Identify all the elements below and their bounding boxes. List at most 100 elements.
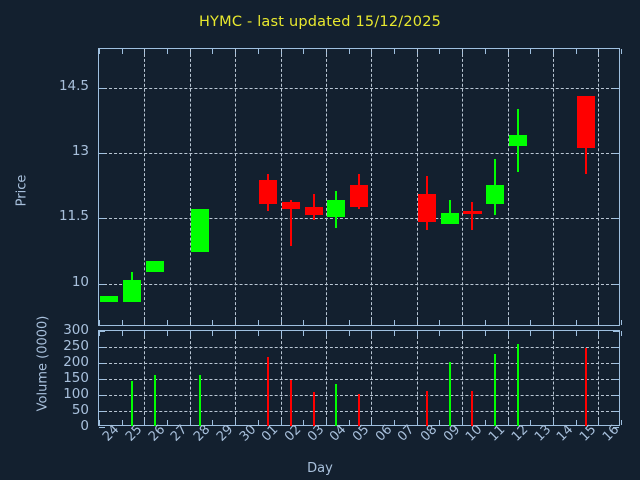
candle-body <box>100 295 119 303</box>
day-gridline <box>371 331 373 425</box>
price-x-tick-mark <box>462 49 464 54</box>
day-gridline <box>552 331 554 425</box>
volume-tick-mark <box>99 347 105 348</box>
volume-tick-label: 0 <box>80 418 89 434</box>
price-x-tick-mark <box>167 49 169 54</box>
price-gridline <box>99 153 619 155</box>
price-x-tick-mark <box>280 49 282 54</box>
candle-body <box>463 210 482 214</box>
price-x-tick-mark <box>530 49 532 54</box>
price-x-tick-mark <box>598 49 600 54</box>
price-gridline <box>99 88 619 90</box>
candle-body <box>304 206 323 216</box>
volume-x-tick-mark <box>462 420 464 425</box>
price-x-tick-mark <box>121 49 123 54</box>
price-x-tick-mark <box>189 49 191 54</box>
price-x-tick-mark <box>348 49 350 54</box>
price-x-tick-mark <box>575 320 577 325</box>
volume-x-tick-mark <box>280 420 282 425</box>
volume-x-tick-mark <box>348 331 350 336</box>
volume-tick-mark <box>99 379 105 380</box>
price-x-tick-mark <box>303 320 305 325</box>
volume-tick-mark <box>99 363 105 364</box>
volume-tick-label: 100 <box>63 386 89 402</box>
volume-x-tick-mark <box>144 420 146 425</box>
volume-x-tick-mark <box>99 420 100 425</box>
candle-body <box>145 260 164 272</box>
price-tick-mark <box>613 153 619 155</box>
volume-tick-mark <box>99 395 105 396</box>
volume-x-tick-mark <box>598 420 600 425</box>
price-x-tick-mark <box>484 49 486 54</box>
price-tick-mark <box>99 88 105 90</box>
volume-bar <box>335 384 338 426</box>
price-x-tick-mark <box>235 320 237 325</box>
price-x-tick-mark <box>189 320 191 325</box>
day-gridline <box>416 331 418 425</box>
volume-bar <box>358 394 360 426</box>
volume-x-tick-mark <box>303 420 305 425</box>
candle-body <box>122 280 142 303</box>
volume-bar <box>153 374 156 426</box>
volume-x-tick-mark <box>439 331 441 336</box>
volume-x-tick-mark <box>235 420 237 425</box>
volume-bar <box>516 344 519 426</box>
volume-x-tick-mark <box>167 420 169 425</box>
price-tick-label: 14.5 <box>58 78 89 95</box>
price-x-tick-mark <box>303 49 305 54</box>
volume-x-tick-mark <box>507 331 509 336</box>
volume-x-tick-mark <box>371 331 373 336</box>
price-axis-title: Price <box>14 174 30 207</box>
volume-tick-mark <box>613 347 619 348</box>
price-tick-label: 13 <box>71 143 89 160</box>
candle-body <box>349 184 369 207</box>
price-x-tick-mark <box>416 49 418 54</box>
volume-bar <box>312 392 315 426</box>
volume-x-tick-mark <box>280 331 282 336</box>
x-axis-title: Day <box>307 461 333 476</box>
price-x-tick-mark <box>280 320 282 325</box>
volume-tick-mark <box>99 427 105 428</box>
price-x-tick-mark <box>167 320 169 325</box>
volume-x-tick-mark <box>552 420 554 425</box>
volume-x-tick-mark <box>144 331 146 336</box>
volume-tick-mark <box>613 379 619 380</box>
volume-x-tick-mark <box>484 331 486 336</box>
volume-x-tick-mark <box>371 420 373 425</box>
volume-tick-label: 200 <box>63 354 89 370</box>
price-x-tick-mark <box>462 320 464 325</box>
volume-bar <box>289 379 292 426</box>
price-x-tick-mark <box>325 320 327 325</box>
candle-wick <box>448 200 451 224</box>
volume-tick-mark <box>99 331 105 332</box>
volume-tick-mark <box>613 363 619 364</box>
volume-x-tick-mark <box>621 420 622 425</box>
price-tick-label: 10 <box>71 273 89 290</box>
price-tick-mark <box>99 283 105 285</box>
candle-wick <box>289 200 292 246</box>
day-gridline <box>235 49 237 325</box>
volume-x-tick-mark <box>416 331 418 336</box>
price-tick-mark <box>99 153 105 155</box>
price-x-tick-mark <box>552 320 554 325</box>
volume-x-tick-mark <box>121 420 123 425</box>
candle-body <box>576 95 596 148</box>
volume-bar <box>494 354 497 426</box>
price-x-tick-mark <box>507 320 509 325</box>
volume-bar <box>426 390 429 426</box>
volume-tick-mark <box>613 411 619 412</box>
price-gridline <box>99 218 619 220</box>
volume-x-tick-mark <box>189 331 191 336</box>
volume-x-tick-mark <box>552 331 554 336</box>
page-title: HYMC - last updated 15/12/2025 <box>198 14 442 30</box>
volume-tick-label: 300 <box>63 322 89 338</box>
price-x-tick-mark <box>257 49 259 54</box>
day-gridline <box>144 331 146 425</box>
volume-axis-title: Volume (0000) <box>35 315 51 412</box>
volume-x-tick-mark <box>235 331 237 336</box>
price-x-tick-mark <box>598 320 600 325</box>
candle-body <box>418 193 437 222</box>
volume-bar <box>448 362 451 426</box>
volume-x-tick-mark <box>394 331 396 336</box>
day-gridline <box>462 49 464 325</box>
